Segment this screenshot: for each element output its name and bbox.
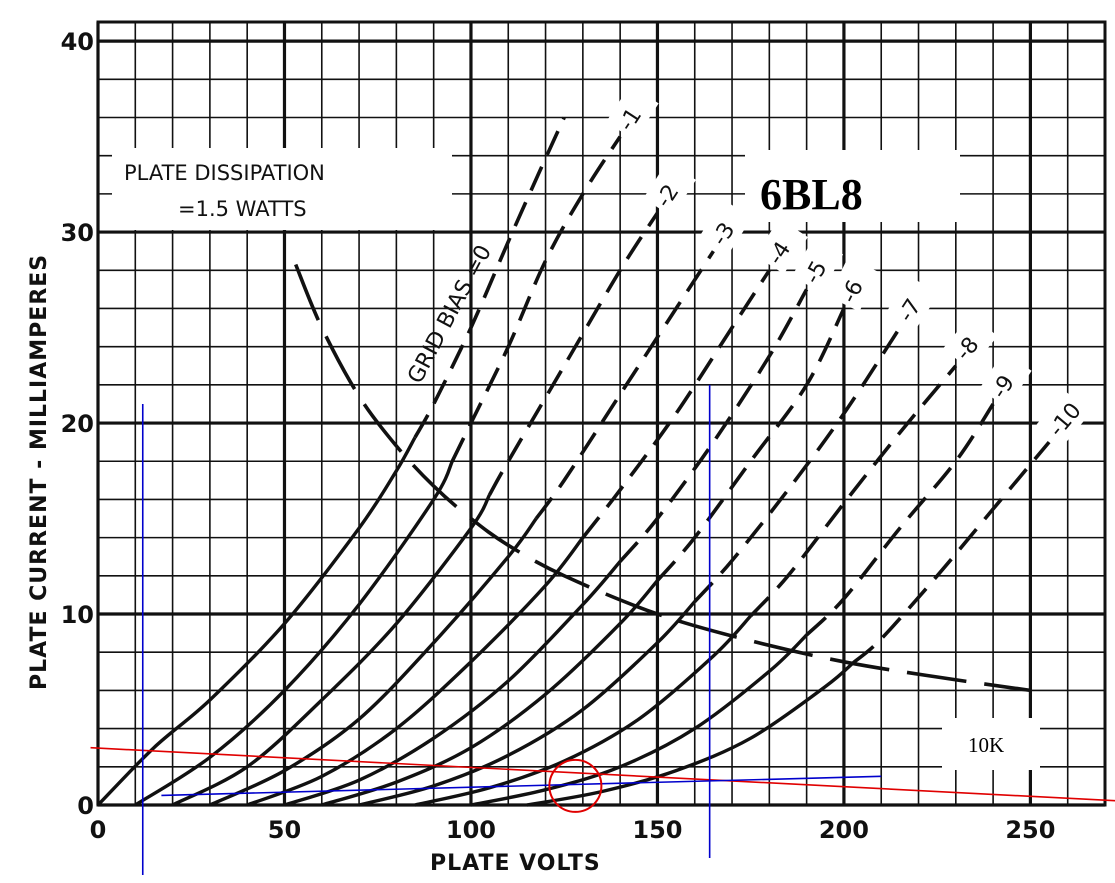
tick-labels: 0 50 100 150 200 250 0 10 20 30 40: [61, 28, 1056, 844]
plot-frame: [96, 20, 1107, 807]
y-tick-label: 20: [61, 410, 94, 438]
y-tick-label: 40: [61, 28, 94, 56]
y-tick-label: 30: [61, 219, 94, 247]
bias-curve-dashed: [488, 212, 659, 496]
bias-curve-solid: [470, 633, 808, 807]
bias-curve-solid: [246, 536, 585, 807]
y-tick-label: 0: [77, 792, 94, 820]
bias-curve-solid: [283, 560, 622, 807]
bias-curve-dashed: [749, 364, 958, 618]
bias-curve-solid: [171, 493, 492, 807]
curve-label-bg: [699, 199, 752, 255]
grid-bias-curves: [96, 116, 1051, 807]
dissipation-label: PLATE DISSIPATION: [124, 161, 325, 185]
grid: [96, 22, 1106, 807]
dissipation-curve: [294, 263, 1031, 693]
curve-label-bg: [885, 275, 939, 332]
curve-label-bg: [1036, 390, 1091, 447]
y-tick-label: 10: [61, 601, 94, 629]
curve-labels: -1-2-3-4-5-6-7-8-9-10: [606, 84, 1091, 447]
bias-curve-solid: [134, 460, 454, 807]
bias-curve-solid: [96, 436, 417, 807]
x-tick-label: 200: [819, 816, 869, 844]
bias-curve-dashed: [852, 440, 1051, 665]
overlay: [90, 384, 1115, 875]
y-axis-label: PLATE CURRENT - MILLIAMPERES: [27, 254, 52, 690]
chart-title: 6BL8: [760, 170, 863, 219]
curve-label-bg: [979, 352, 1032, 408]
curve-label-bg: [943, 314, 998, 370]
load-label-box: 10K: [942, 718, 1040, 770]
frame-rect: [96, 20, 1107, 807]
bias-curve-solid: [358, 600, 696, 807]
dissipation-note: PLATE DISSIPATION =1.5 WATTS: [112, 148, 452, 230]
x-tick-label: 250: [1005, 816, 1055, 844]
dissipation-value: =1.5 WATTS: [178, 197, 307, 221]
title-box: 6BL8: [745, 150, 960, 222]
curve-label-bg: [791, 237, 844, 293]
bias-curve-dashed: [413, 116, 566, 439]
operating-point-circle: [548, 758, 603, 813]
blue-bias-line: [161, 775, 882, 797]
bias-curve-dashed: [618, 288, 809, 563]
bias-curve-dashed: [581, 269, 771, 539]
curve-label-bg: [828, 257, 879, 312]
x-axis-label: PLATE VOLTS: [430, 851, 601, 876]
curve-label-bg: [755, 218, 808, 274]
x-tick-label: 100: [446, 816, 496, 844]
bias-curve-solid: [209, 517, 538, 807]
bias-curve-dashed: [693, 326, 902, 603]
bias-curve-solid: [321, 579, 659, 807]
bias-curve-dashed: [656, 307, 846, 582]
grid-bias-label: GRID BIAS =0: [403, 241, 497, 388]
bias-curve-solid: [526, 661, 855, 807]
curve-label-bg: [643, 161, 696, 217]
bias-curve-dashed: [450, 135, 622, 462]
curve-label-bg: [606, 84, 659, 141]
bias-curve-dashed: [805, 403, 995, 637]
load-line: [90, 746, 1115, 802]
bias-curve-solid: [414, 614, 752, 807]
x-tick-label: 150: [632, 816, 682, 844]
x-tick-label: 0: [90, 816, 107, 844]
load-line-label: 10K: [968, 733, 1004, 757]
plate-dissipation-curve: [294, 263, 1031, 693]
x-tick-label: 50: [268, 816, 301, 844]
